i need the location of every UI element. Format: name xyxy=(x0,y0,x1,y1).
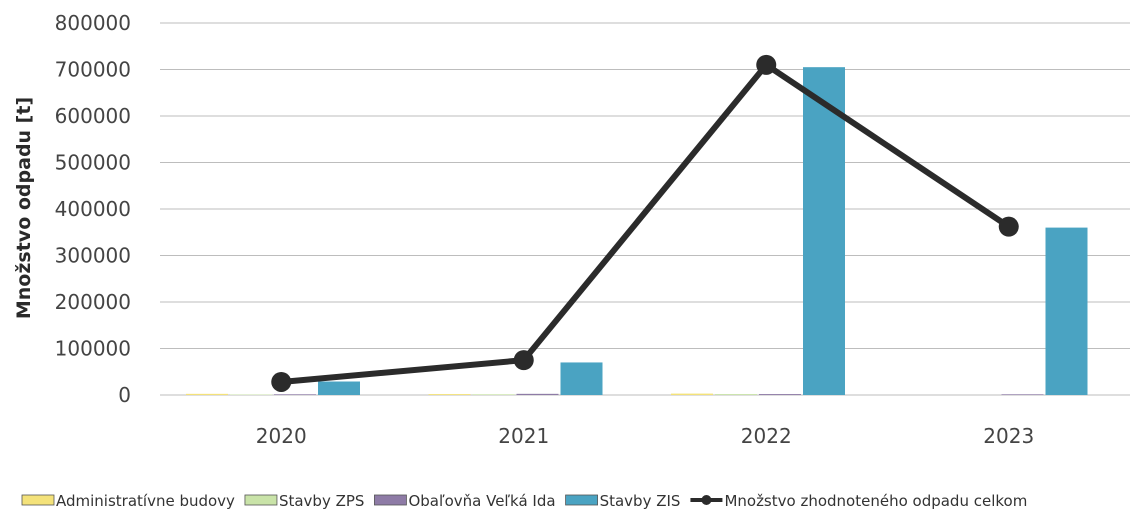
total-point-2022 xyxy=(756,54,777,75)
bar-oba-ov-a-ve-k-ida-2023 xyxy=(1001,394,1044,395)
bar-stavby-zps-2022 xyxy=(715,394,757,395)
legend-swatch xyxy=(21,494,55,506)
bar-oba-ov-a-ve-k-ida-2020 xyxy=(274,394,316,395)
bar-administrat-vne-budovy-2021 xyxy=(428,394,471,395)
total-point-2021 xyxy=(513,350,534,371)
legend-label: Administratívne budovy xyxy=(56,492,235,510)
legend-swatch xyxy=(374,494,407,506)
x-tick-label: 2022 xyxy=(741,424,792,448)
legend-label: Množstvo zhodnoteného odpadu celkom xyxy=(724,492,1027,510)
y-tick-label: 300000 xyxy=(55,244,131,268)
legend: Administratívne budovy Stavby ZPS Obaľovňa… xyxy=(21,492,1027,510)
bar-stavby-zis-2021 xyxy=(560,362,603,395)
y-tick-label: 500000 xyxy=(55,151,131,175)
y-axis-label: Množstvo odpadu [t] xyxy=(13,97,35,319)
x-tick-label: 2020 xyxy=(256,424,307,448)
total-point-2023 xyxy=(998,216,1019,237)
y-tick-label: 200000 xyxy=(55,290,131,314)
bar-stavby-zis-2020 xyxy=(318,381,360,395)
bar-administrat-vne-budovy-2020 xyxy=(186,393,228,395)
legend-marker xyxy=(701,495,712,505)
y-tick-label: 800000 xyxy=(55,11,131,35)
total-line-series xyxy=(271,54,1019,392)
x-axis-tick-labels: 2020 2021 2022 2023 xyxy=(256,424,1034,448)
y-tick-label: 100000 xyxy=(55,337,131,361)
bar-administrat-vne-budovy-2022 xyxy=(671,393,713,395)
legend-label: Obaľovňa Veľká Ida xyxy=(408,492,555,510)
y-tick-label: 600000 xyxy=(55,104,131,128)
bar-stavby-zis-2023 xyxy=(1045,227,1088,395)
y-axis-tick-labels: 0 100000 200000 300000 400000 500000 600000 700… xyxy=(55,11,131,407)
y-tick-label: 0 xyxy=(118,383,131,407)
bar-stavby-zis-2022 xyxy=(803,67,845,396)
bar-stavby-zps-2021 xyxy=(472,394,515,395)
bar-oba-ov-a-ve-k-ida-2022 xyxy=(759,394,801,395)
legend-swatch xyxy=(244,494,278,506)
bars xyxy=(186,67,1088,396)
x-tick-label: 2023 xyxy=(983,424,1034,448)
bar-oba-ov-a-ve-k-ida-2021 xyxy=(516,393,559,395)
legend-label: Stavby ZIS xyxy=(600,492,681,510)
total-line xyxy=(280,61,1011,385)
x-tick-label: 2021 xyxy=(498,424,549,448)
y-tick-label: 400000 xyxy=(55,197,131,221)
legend-label: Stavby ZPS xyxy=(279,492,364,510)
total-point-2020 xyxy=(271,371,292,392)
y-tick-label: 700000 xyxy=(55,58,131,82)
legend-swatch xyxy=(565,494,598,506)
